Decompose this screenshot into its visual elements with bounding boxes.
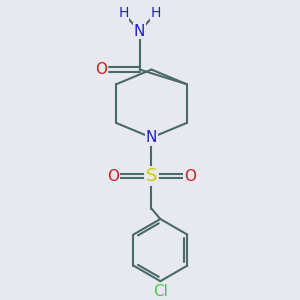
Text: H: H <box>118 6 129 20</box>
Text: O: O <box>95 62 107 77</box>
Text: O: O <box>184 169 196 184</box>
Text: N: N <box>134 24 145 39</box>
Text: N: N <box>146 130 157 145</box>
Text: Cl: Cl <box>153 284 168 299</box>
Text: O: O <box>107 169 119 184</box>
Text: H: H <box>151 6 161 20</box>
Text: S: S <box>146 167 157 185</box>
